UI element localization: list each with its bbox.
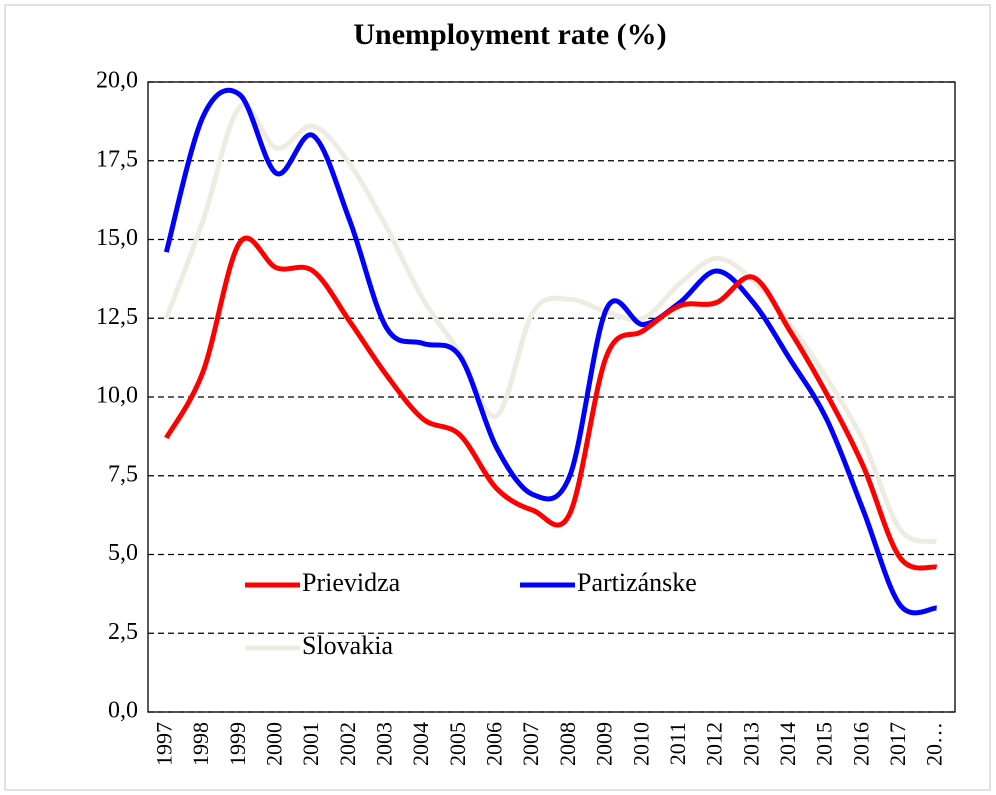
x-tick-label: 2012 [702,722,727,766]
plot-frame [147,81,956,713]
x-tick-label: 2000 [261,722,286,766]
x-tick-label: 2011 [665,722,690,765]
x-tick-label: 2001 [298,722,323,766]
x-tick-label: 2002 [335,722,360,766]
chart-title: Unemployment rate (%) [353,18,666,51]
y-tick-label: 7,5 [108,461,138,487]
y-tick-label: 17,5 [96,146,138,172]
x-tick-label: 2013 [738,722,763,766]
line-series [164,235,938,571]
y-tick-label: 20,0 [96,68,138,94]
x-tick-label: 2007 [518,722,543,766]
x-tick-label: 20… [922,722,947,766]
y-tick-label: 5,0 [108,540,138,566]
x-tick-label: 2009 [592,722,617,766]
x-tick-label: 1997 [151,722,176,766]
x-tick-label: 1998 [188,722,213,766]
x-tick-label: 2005 [445,722,470,766]
legend-label: Slovakia [302,631,393,660]
line-series [163,87,937,616]
x-tick-label: 2015 [812,722,837,766]
legend-label: Prievidza [302,568,401,597]
x-tick-label: 1999 [225,722,250,766]
x-tick-label: 2010 [628,722,653,766]
x-tick-label: 2003 [371,722,396,766]
y-tick-label: 12,5 [96,304,138,330]
y-tick-label: 2,5 [108,619,138,645]
x-tick-label: 2004 [408,722,433,766]
x-tick-label: 2016 [848,722,873,766]
x-tick-label: 2014 [775,722,800,766]
y-tick-label: 0,0 [108,698,138,724]
y-tick-label: 15,0 [96,225,138,251]
y-tick-label: 10,0 [96,383,138,409]
line-series [164,102,938,545]
x-tick-label: 2006 [482,722,507,766]
x-tick-label: 2017 [885,722,910,766]
legend-label: Partizánske [577,568,697,597]
x-tick-label: 2008 [555,722,580,766]
